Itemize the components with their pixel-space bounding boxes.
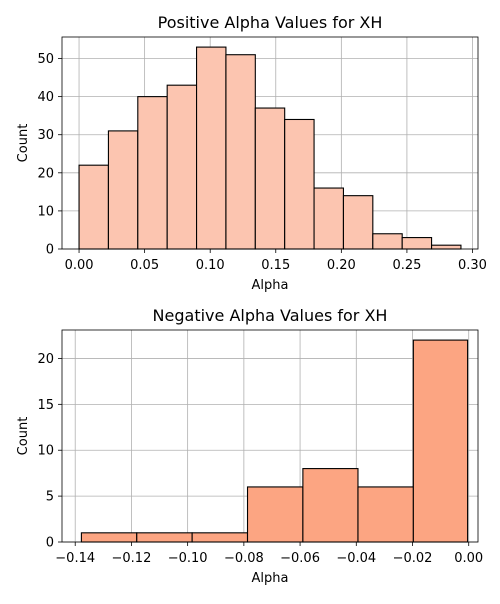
tick-marks: 0.00 0.05 0.10 0.15 0.20 0.25 0.30 0 10 20 30 40 50 [37, 52, 487, 273]
x-tick-label: 0.10 [196, 258, 225, 273]
x-tick-label: −0.04 [336, 551, 376, 566]
histogram-bar [80, 532, 138, 543]
histogram-bar [107, 130, 139, 250]
y-tick-label: 10 [37, 204, 54, 219]
histogram-bar [225, 54, 256, 250]
histogram-bar [246, 486, 304, 543]
histogram-bar [136, 532, 193, 543]
x-tick-label: 0.30 [458, 258, 487, 273]
histogram-bar [137, 96, 168, 250]
x-tick-label: 0.00 [454, 551, 483, 566]
y-tick-label: 10 [37, 444, 54, 459]
y-axis-label: Count [16, 124, 31, 163]
histogram-bar [191, 532, 249, 543]
histogram-bar [284, 118, 315, 250]
y-axis-label: Count [16, 417, 31, 456]
histogram-bar [412, 339, 469, 543]
x-tick-label: 0.05 [130, 258, 159, 273]
axes-border [61, 36, 479, 250]
histogram-bar [313, 187, 344, 250]
x-tick-label: 0.15 [261, 258, 290, 273]
histogram-bar [196, 46, 227, 250]
histogram-bar [357, 486, 414, 543]
histogram-bar [78, 164, 109, 250]
x-tick-label: 0.25 [392, 258, 421, 273]
axes-frame [61, 36, 479, 250]
histogram-bars [78, 46, 462, 250]
chart-title: Positive Alpha Values for XH [158, 13, 383, 32]
histogram-bar [401, 237, 433, 250]
x-tick-label: −0.02 [393, 551, 433, 566]
x-tick-label: −0.10 [168, 551, 208, 566]
axes-border [61, 329, 479, 543]
histogram-bar [342, 195, 374, 250]
x-tick-label: −0.12 [112, 551, 152, 566]
y-tick-label: 0 [46, 536, 54, 551]
positive-alpha-panel: 0.00 0.05 0.10 0.15 0.20 0.25 0.3001020304050 … [16, 13, 487, 293]
x-axis-label: Alpha [252, 571, 289, 586]
x-axis-label: Alpha [252, 278, 289, 293]
y-tick-label: 20 [37, 352, 54, 367]
x-tick-label: −0.14 [55, 551, 95, 566]
y-tick-label: 5 [46, 490, 54, 505]
axes-frame [61, 329, 479, 543]
histogram-bar [254, 107, 286, 250]
y-tick-label: 15 [37, 398, 54, 413]
histogram-bar [431, 244, 462, 250]
negative-alpha-panel: −0.14 −0.12 −0.10 −0.08 −0.06 −0.04 −0.02 0.00 0… [16, 306, 483, 586]
x-tick-label: 0.20 [327, 258, 356, 273]
chart-title: Negative Alpha Values for XH [153, 306, 388, 325]
histogram-bar [372, 233, 403, 250]
x-tick-label: 0.00 [65, 258, 94, 273]
x-tick-label: −0.06 [280, 551, 320, 566]
y-tick-label: 30 [37, 128, 54, 143]
histogram-bar [302, 468, 359, 543]
tick-marks: −0.14 −0.12 −0.10 −0.08 −0.06 −0.04 −0.02 0.00 0… [37, 352, 483, 566]
y-tick-label: 0 [46, 243, 54, 258]
y-tick-label: 40 [37, 90, 54, 105]
y-tick-label: 20 [37, 166, 54, 181]
histogram-bar [166, 84, 198, 250]
y-tick-label: 50 [37, 52, 54, 67]
x-tick-label: −0.08 [224, 551, 264, 566]
